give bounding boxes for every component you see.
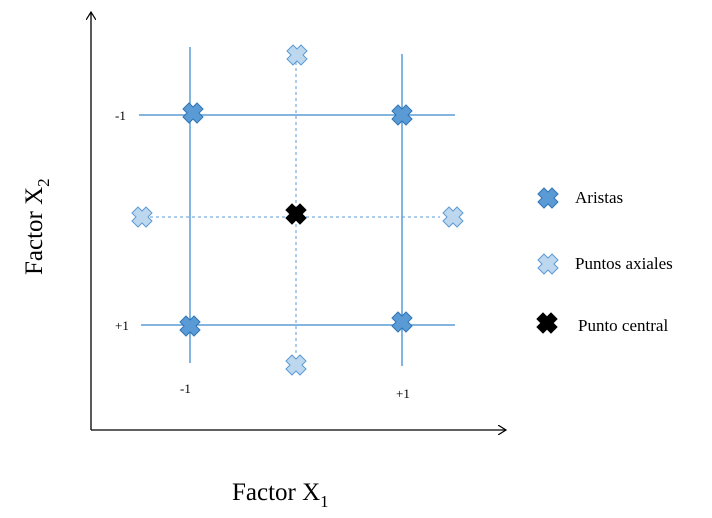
axial-point-marker bbox=[131, 206, 153, 228]
axial-point-marker bbox=[286, 44, 308, 66]
edge-point-marker bbox=[182, 102, 204, 124]
legend-aristas-icon bbox=[537, 187, 559, 209]
legend: Aristas Puntos axiales Punto central bbox=[536, 187, 673, 335]
y-axis-label: Factor X2 bbox=[21, 178, 53, 275]
x-axis-label: Factor X1 bbox=[232, 479, 329, 511]
legend-axial-label: Puntos axiales bbox=[575, 254, 673, 273]
legend-axial-icon bbox=[537, 253, 559, 275]
axial-point-marker bbox=[442, 206, 464, 228]
axial-point-marker bbox=[285, 354, 307, 376]
y-tick-plus: +1 bbox=[115, 318, 129, 333]
x-tick-minus: -1 bbox=[180, 381, 191, 396]
legend-aristas-label: Aristas bbox=[575, 188, 623, 207]
y-tick-minus: -1 bbox=[115, 108, 126, 123]
legend-central-label: Punto central bbox=[578, 316, 668, 335]
legend-central-icon bbox=[536, 312, 558, 334]
x-tick-plus: +1 bbox=[396, 386, 410, 401]
